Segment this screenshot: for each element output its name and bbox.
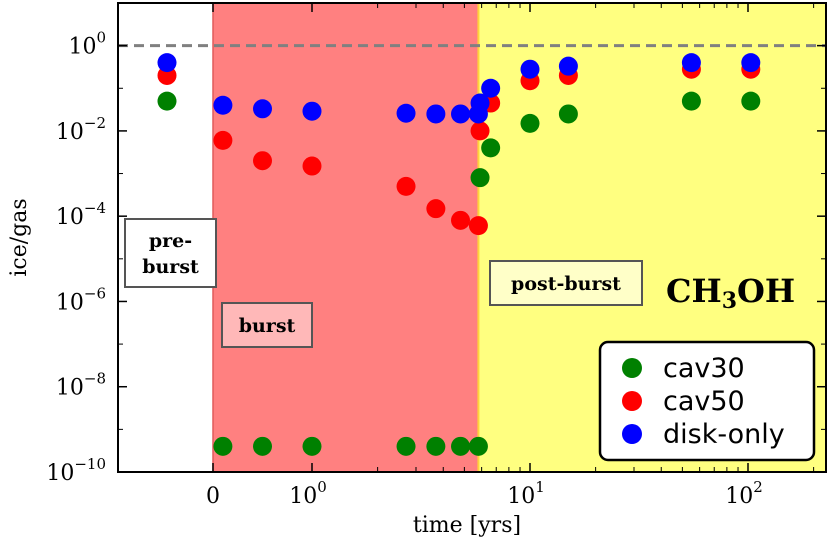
phase-label-0-line-0: pre-	[149, 230, 192, 252]
y-axis-label: ice/gas	[7, 198, 32, 276]
x-tick-label-3-base: 10	[725, 484, 753, 509]
data-markers	[157, 53, 761, 456]
legend-label-disk-only: disk-only	[663, 419, 785, 450]
marker-cav30-7	[468, 436, 488, 456]
marker-disk-only-1	[213, 95, 233, 115]
marker-cav50-4	[396, 176, 416, 196]
phase-label-box-2	[489, 260, 643, 306]
marker-cav30-10	[520, 113, 540, 133]
marker-disk-only-3	[302, 101, 322, 121]
marker-cav50-7	[468, 216, 488, 236]
x-tick-label-1-exp: 0	[317, 478, 327, 496]
phase-region-1	[213, 3, 479, 472]
marker-cav30-11	[558, 104, 578, 124]
phase-label-1-line-0: burst	[239, 315, 296, 337]
marker-cav30-0	[157, 91, 177, 111]
marker-disk-only-11	[558, 56, 578, 76]
phase-label-box-0	[124, 218, 217, 288]
marker-disk-only-0	[157, 53, 177, 73]
x-tick-label-0: 0	[206, 484, 220, 509]
marker-cav30-13	[741, 91, 761, 111]
marker-cav50-1	[213, 130, 233, 150]
phase-label-0-line-1: burst	[142, 256, 199, 278]
y-tick-label-2-base: 10	[56, 205, 84, 230]
y-tick-label-0-exp: 0	[96, 29, 106, 47]
legend-marker-cav30	[622, 358, 642, 378]
y-tick-label-1-base: 10	[56, 120, 84, 145]
x-tick-label-0-base: 0	[206, 484, 220, 509]
marker-cav50-5	[426, 199, 446, 219]
marker-disk-only-10	[520, 59, 540, 79]
legend-marker-disk-only	[622, 424, 642, 444]
legend-label-cav30: cav30	[663, 353, 745, 384]
legend-box	[598, 340, 816, 462]
y-tick-label-2: 10−4	[56, 199, 106, 230]
marker-cav30-6	[451, 436, 471, 456]
y-tick-label-4: 10−8	[56, 370, 106, 401]
species-label-sub: 3	[722, 288, 737, 314]
x-tick-label-1-base: 10	[289, 484, 317, 509]
marker-disk-only-2	[253, 99, 272, 119]
marker-cav30-1	[213, 436, 233, 456]
marker-disk-only-8	[470, 93, 490, 113]
phase-label-2-line-0: post-burst	[511, 273, 621, 295]
y-tick-label-0: 100	[68, 29, 106, 60]
x-tick-label-1: 100	[289, 478, 327, 509]
marker-cav50-2	[253, 151, 272, 171]
marker-cav50-3	[302, 156, 322, 176]
x-tick-label-3: 102	[725, 478, 763, 509]
x-tick-label-2: 101	[507, 478, 545, 509]
marker-cav30-9	[481, 138, 501, 158]
marker-disk-only-9	[481, 78, 501, 98]
x-tick-label-2-exp: 1	[535, 478, 545, 496]
y-tick-label-1: 10−2	[56, 114, 106, 145]
phase-label-box-1	[221, 302, 313, 348]
y-tick-label-3-exp: −6	[84, 284, 106, 302]
species-label-base: CH	[666, 272, 722, 310]
y-tick-label-5-exp: −10	[74, 455, 106, 473]
marker-cav30-4	[396, 436, 416, 456]
legend-marker-cav50	[622, 391, 642, 411]
species-label-tail: OH	[737, 272, 795, 310]
y-tick-label-4-exp: −8	[84, 370, 106, 388]
x-tick-label-3-exp: 2	[753, 478, 763, 496]
x-axis-label: time [yrs]	[413, 513, 521, 538]
marker-disk-only-13	[741, 53, 761, 73]
y-tick-label-3-base: 10	[56, 290, 84, 315]
phase-labels: pre-burst burst post-burst	[124, 218, 643, 348]
y-tick-label-2-exp: −4	[84, 199, 106, 217]
y-tick-label-3: 10−6	[56, 284, 106, 315]
y-tick-label-0-base: 10	[68, 35, 96, 60]
marker-disk-only-5	[426, 104, 446, 124]
y-tick-label-5: 10−10	[46, 455, 106, 486]
plot-frame	[117, 2, 827, 473]
marker-cav50-6	[451, 210, 471, 230]
marker-cav30-2	[253, 436, 272, 456]
marker-cav30-12	[681, 91, 701, 111]
marker-disk-only-12	[681, 53, 701, 73]
y-tick-label-5-base: 10	[46, 461, 74, 486]
marker-cav30-5	[426, 436, 446, 456]
species-label: CH3OH	[666, 272, 795, 314]
marker-cav30-8	[470, 168, 490, 188]
x-tick-label-2-base: 10	[507, 484, 535, 509]
marker-disk-only-4	[396, 103, 416, 123]
marker-disk-only-6	[451, 104, 471, 124]
legend-label-cav50: cav50	[663, 386, 745, 417]
y-tick-label-1-exp: −2	[84, 114, 106, 132]
y-tick-label-4-base: 10	[56, 376, 84, 401]
marker-cav50-8	[470, 121, 490, 141]
marker-cav30-3	[302, 436, 322, 456]
